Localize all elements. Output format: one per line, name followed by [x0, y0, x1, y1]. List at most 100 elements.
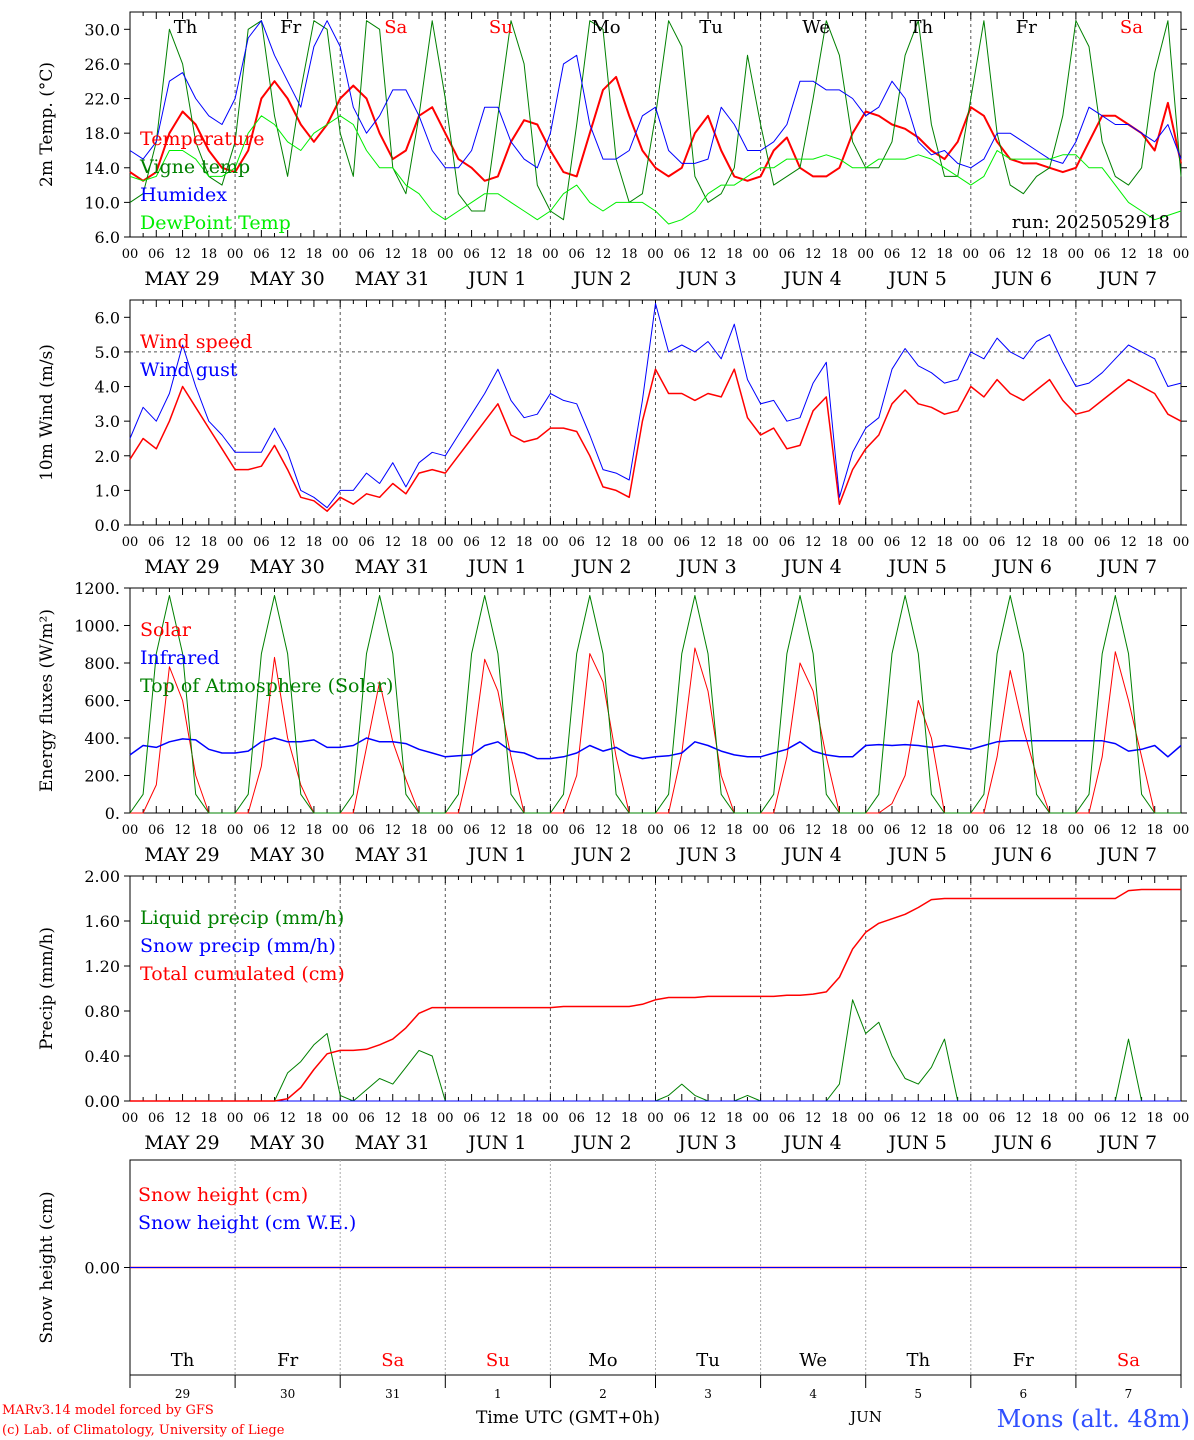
day-number: 3 — [704, 1387, 712, 1401]
panel-temp: 6.0 10.0 14.0 18.0 22.0 26.0 30.0 2m Temp. (°C)… — [37, 11, 1190, 290]
hour-tick-label: 00 — [437, 1111, 454, 1126]
hour-tick-label: 18 — [411, 247, 428, 262]
series-line-wind-speed — [129, 368, 1182, 512]
hour-tick-label: 06 — [884, 1111, 901, 1126]
y-tick-label: 0.40 — [84, 1047, 120, 1066]
hour-tick-label: 06 — [674, 247, 691, 262]
day-label: JUN 2 — [571, 556, 631, 578]
hour-tick-label: 06 — [253, 247, 270, 262]
hour-tick-label: 00 — [437, 247, 454, 262]
legend-entry: Snow precip (mm/h) — [140, 935, 336, 957]
hour-tick-label: 18 — [621, 247, 638, 262]
hour-tick-label: 06 — [674, 823, 691, 838]
y-tick-label: 800. — [84, 654, 120, 673]
hour-tick-label: 06 — [1094, 1111, 1111, 1126]
legend-entry: Vigne temp — [139, 156, 250, 178]
hour-tick-label: 18 — [306, 823, 323, 838]
hour-tick-label: 06 — [884, 535, 901, 550]
day-number: 29 — [175, 1387, 190, 1401]
y-tick-label: 1.60 — [84, 912, 120, 931]
hour-tick-label: 18 — [411, 1111, 428, 1126]
hour-tick-label: 06 — [568, 247, 585, 262]
hour-tick-label: 00 — [437, 535, 454, 550]
legend-entry: Temperature — [140, 128, 264, 150]
weekday-label: Th — [171, 1350, 195, 1371]
hour-tick-label: 18 — [936, 247, 953, 262]
hour-tick-label: 12 — [595, 823, 612, 838]
hour-tick-label: 18 — [306, 1111, 323, 1126]
day-number: 31 — [385, 1387, 400, 1401]
legend-entry: Snow height (cm) — [138, 1184, 308, 1206]
month-label: JUN — [848, 1408, 882, 1426]
hour-tick-label: 06 — [358, 823, 375, 838]
hour-tick-label: 18 — [201, 247, 218, 262]
hour-tick-label: 12 — [174, 823, 191, 838]
hour-tick-label: 00 — [542, 823, 559, 838]
hour-tick-label: 00 — [332, 247, 349, 262]
day-label: JUN 5 — [887, 1132, 947, 1154]
hour-tick-label: 00 — [752, 247, 769, 262]
legend-entry: Humidex — [140, 184, 227, 206]
day-number: 6 — [1020, 1387, 1028, 1401]
hour-tick-label: 18 — [621, 823, 638, 838]
day-label: MAY 29 — [144, 268, 219, 290]
hour-tick-label: 18 — [516, 1111, 533, 1126]
hour-tick-label: 00 — [227, 247, 244, 262]
hour-tick-label: 12 — [174, 535, 191, 550]
series-line-temperature — [129, 75, 1182, 182]
day-label: MAY 31 — [355, 1132, 430, 1154]
y-axis-label: Energy fluxes (W/m²) — [37, 609, 57, 792]
hour-tick-label: 18 — [516, 247, 533, 262]
hour-tick-label: 00 — [1068, 247, 1085, 262]
hour-tick-label: 12 — [700, 535, 717, 550]
hour-tick-label: 18 — [936, 535, 953, 550]
legend-entry: Wind speed — [140, 331, 252, 353]
hour-tick-label: 00 — [752, 823, 769, 838]
day-number: 30 — [280, 1387, 295, 1401]
hour-tick-label: 12 — [700, 823, 717, 838]
y-tick-label: 2.0 — [95, 447, 120, 466]
y-axis-label: 2m Temp. (°C) — [37, 62, 57, 187]
hour-tick-label: 12 — [1015, 823, 1032, 838]
hour-tick-label: 00 — [227, 823, 244, 838]
hour-tick-label: 12 — [595, 247, 612, 262]
hour-tick-label: 12 — [174, 1111, 191, 1126]
hour-tick-label: 00 — [542, 535, 559, 550]
weekday-label: Sa — [1117, 1350, 1140, 1371]
hour-tick-label: 12 — [805, 1111, 822, 1126]
hour-tick-label: 06 — [674, 535, 691, 550]
weekday-label: Su — [486, 1350, 510, 1371]
hour-tick-label: 06 — [148, 1111, 165, 1126]
day-label: MAY 31 — [355, 844, 430, 866]
weekday-label: Th — [906, 1350, 930, 1371]
chart-panels: 6.010.014.018.022.026.030.02m Temp. (°C)… — [37, 11, 1190, 1401]
weekday-label: Tu — [696, 1350, 720, 1371]
hour-tick-label: 00 — [963, 247, 980, 262]
hour-tick-label: 12 — [805, 535, 822, 550]
hour-tick-label: 00 — [963, 823, 980, 838]
hour-tick-label: 12 — [700, 247, 717, 262]
hour-tick-label: 12 — [805, 823, 822, 838]
day-label: JUN 3 — [676, 556, 736, 578]
series-line-top-of-atmosphere-solar- — [129, 595, 1181, 814]
hour-tick-label: 18 — [726, 247, 743, 262]
day-label: JUN 6 — [992, 844, 1052, 866]
hour-tick-label: 12 — [384, 1111, 401, 1126]
hour-tick-label: 12 — [1015, 535, 1032, 550]
hour-tick-label: 00 — [332, 823, 349, 838]
series-line-wind-gust — [129, 303, 1182, 509]
day-label: JUN 7 — [1097, 844, 1157, 866]
hour-tick-label: 00 — [1173, 247, 1190, 262]
hour-tick-label: 18 — [831, 247, 848, 262]
weekday-label: Th — [909, 17, 933, 38]
plot-frame — [129, 11, 1182, 238]
day-label: JUN 2 — [571, 844, 631, 866]
day-label: JUN 7 — [1097, 1132, 1157, 1154]
y-tick-label: 6.0 — [95, 228, 120, 247]
panel-wind: 0.0 1.0 2.0 3.0 4.0 5.0 6.0 10m Wind (m/s) Wind … — [37, 299, 1189, 578]
hour-tick-label: 06 — [568, 1111, 585, 1126]
day-number: 2 — [599, 1387, 607, 1401]
weekday-label: We — [802, 17, 830, 38]
y-tick-label: 18.0 — [84, 124, 120, 143]
hour-tick-label: 00 — [122, 1111, 139, 1126]
